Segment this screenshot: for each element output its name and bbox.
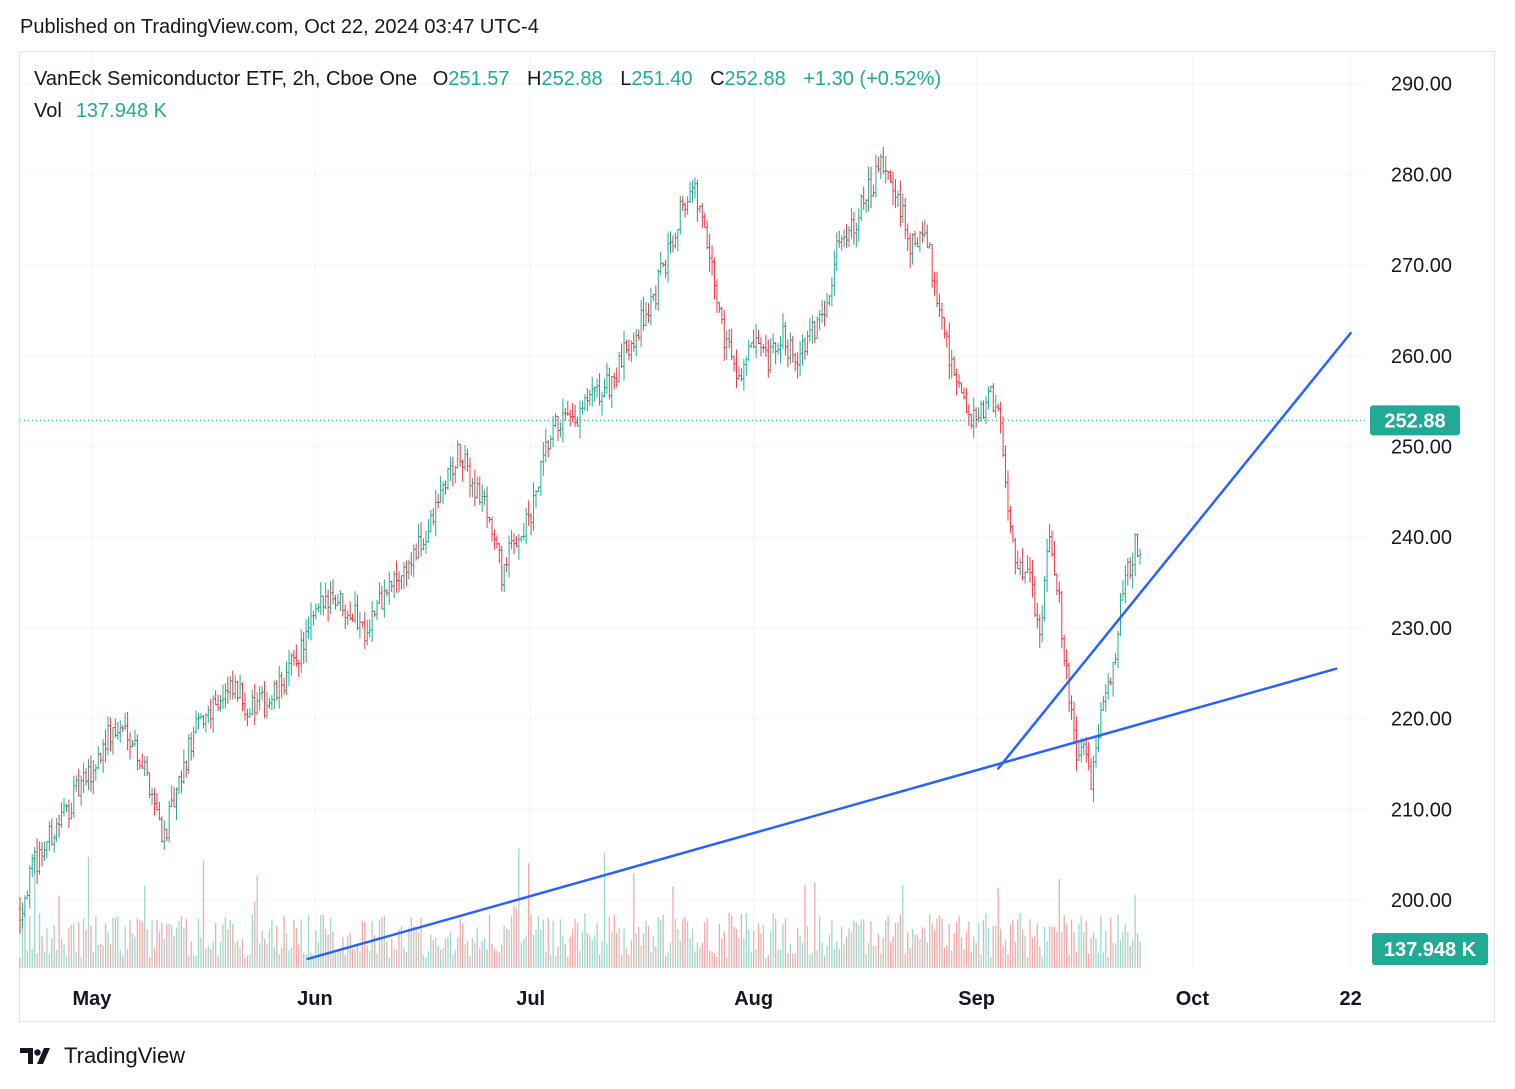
volume-legend: Vol 137.948 K xyxy=(34,100,167,123)
ohlc-legend: VanEck Semiconductor ETF, 2h, Cboe One O… xyxy=(34,68,953,91)
open-label: O xyxy=(432,68,449,90)
tradingview-logo-icon xyxy=(20,1048,50,1064)
last-volume-badge xyxy=(1372,933,1488,965)
low-label: L xyxy=(620,68,632,90)
time-tick-label: Jun xyxy=(297,988,333,1010)
time-tick-label: May xyxy=(72,988,112,1010)
price-tick-label: 200.00 xyxy=(1391,890,1452,912)
time-tick-label: Aug xyxy=(734,988,773,1010)
price-tick-label: 210.00 xyxy=(1391,799,1452,821)
trendlines[interactable] xyxy=(306,331,1352,961)
high-value: 252.88 xyxy=(541,68,603,90)
price-tick-label: 250.00 xyxy=(1391,437,1452,459)
last-price-badge xyxy=(1370,405,1460,436)
time-tick-label: 22 xyxy=(1339,988,1361,1010)
trendline xyxy=(306,667,1338,961)
close-value: 252.88 xyxy=(724,68,786,90)
high-label: H xyxy=(527,68,542,90)
volume-value: 137.948 K xyxy=(75,100,168,122)
grid xyxy=(20,52,1365,968)
change-value: +1.30 (+0.52%) xyxy=(803,68,942,90)
low-value: 251.40 xyxy=(631,68,693,90)
time-tick-label: Sep xyxy=(958,988,995,1010)
price-tick-label: 270.00 xyxy=(1391,255,1452,277)
trendline xyxy=(996,331,1352,770)
close-label: C xyxy=(710,68,725,90)
price-tick-label: 290.00 xyxy=(1391,74,1452,96)
last-price-badge-text: 252.88 xyxy=(1384,410,1445,432)
time-axis[interactable]: May Jun Jul Aug Sep Oct 22 xyxy=(72,988,1361,1010)
symbol-title: VanEck Semiconductor ETF, 2h, Cboe One xyxy=(34,68,418,90)
volume-label: Vol xyxy=(34,100,62,122)
time-tick-label: Jul xyxy=(516,988,545,1010)
open-value: 251.57 xyxy=(448,68,510,90)
published-caption: Published on TradingView.com, Oct 22, 20… xyxy=(20,16,539,38)
candles xyxy=(18,146,1142,934)
price-tick-label: 220.00 xyxy=(1391,709,1452,731)
chart-frame xyxy=(19,51,1495,1022)
last-volume-badge-text: 137.948 K xyxy=(1384,939,1477,961)
footer-brand-text: TradingView xyxy=(64,1043,186,1068)
price-tick-label: 260.00 xyxy=(1391,346,1452,368)
axis-badges: 252.88 137.948 K xyxy=(1370,405,1488,965)
price-tick-label: 280.00 xyxy=(1391,164,1452,186)
price-tick-label: 240.00 xyxy=(1391,527,1452,549)
time-tick-label: Oct xyxy=(1176,988,1210,1010)
price-tick-label: 230.00 xyxy=(1391,618,1452,640)
volume-bars xyxy=(19,848,1141,968)
footer-brand[interactable]: TradingView xyxy=(20,1043,185,1069)
price-axis[interactable]: 290.00 280.00 270.00 260.00 250.00 240.00 230.… xyxy=(1391,74,1452,912)
